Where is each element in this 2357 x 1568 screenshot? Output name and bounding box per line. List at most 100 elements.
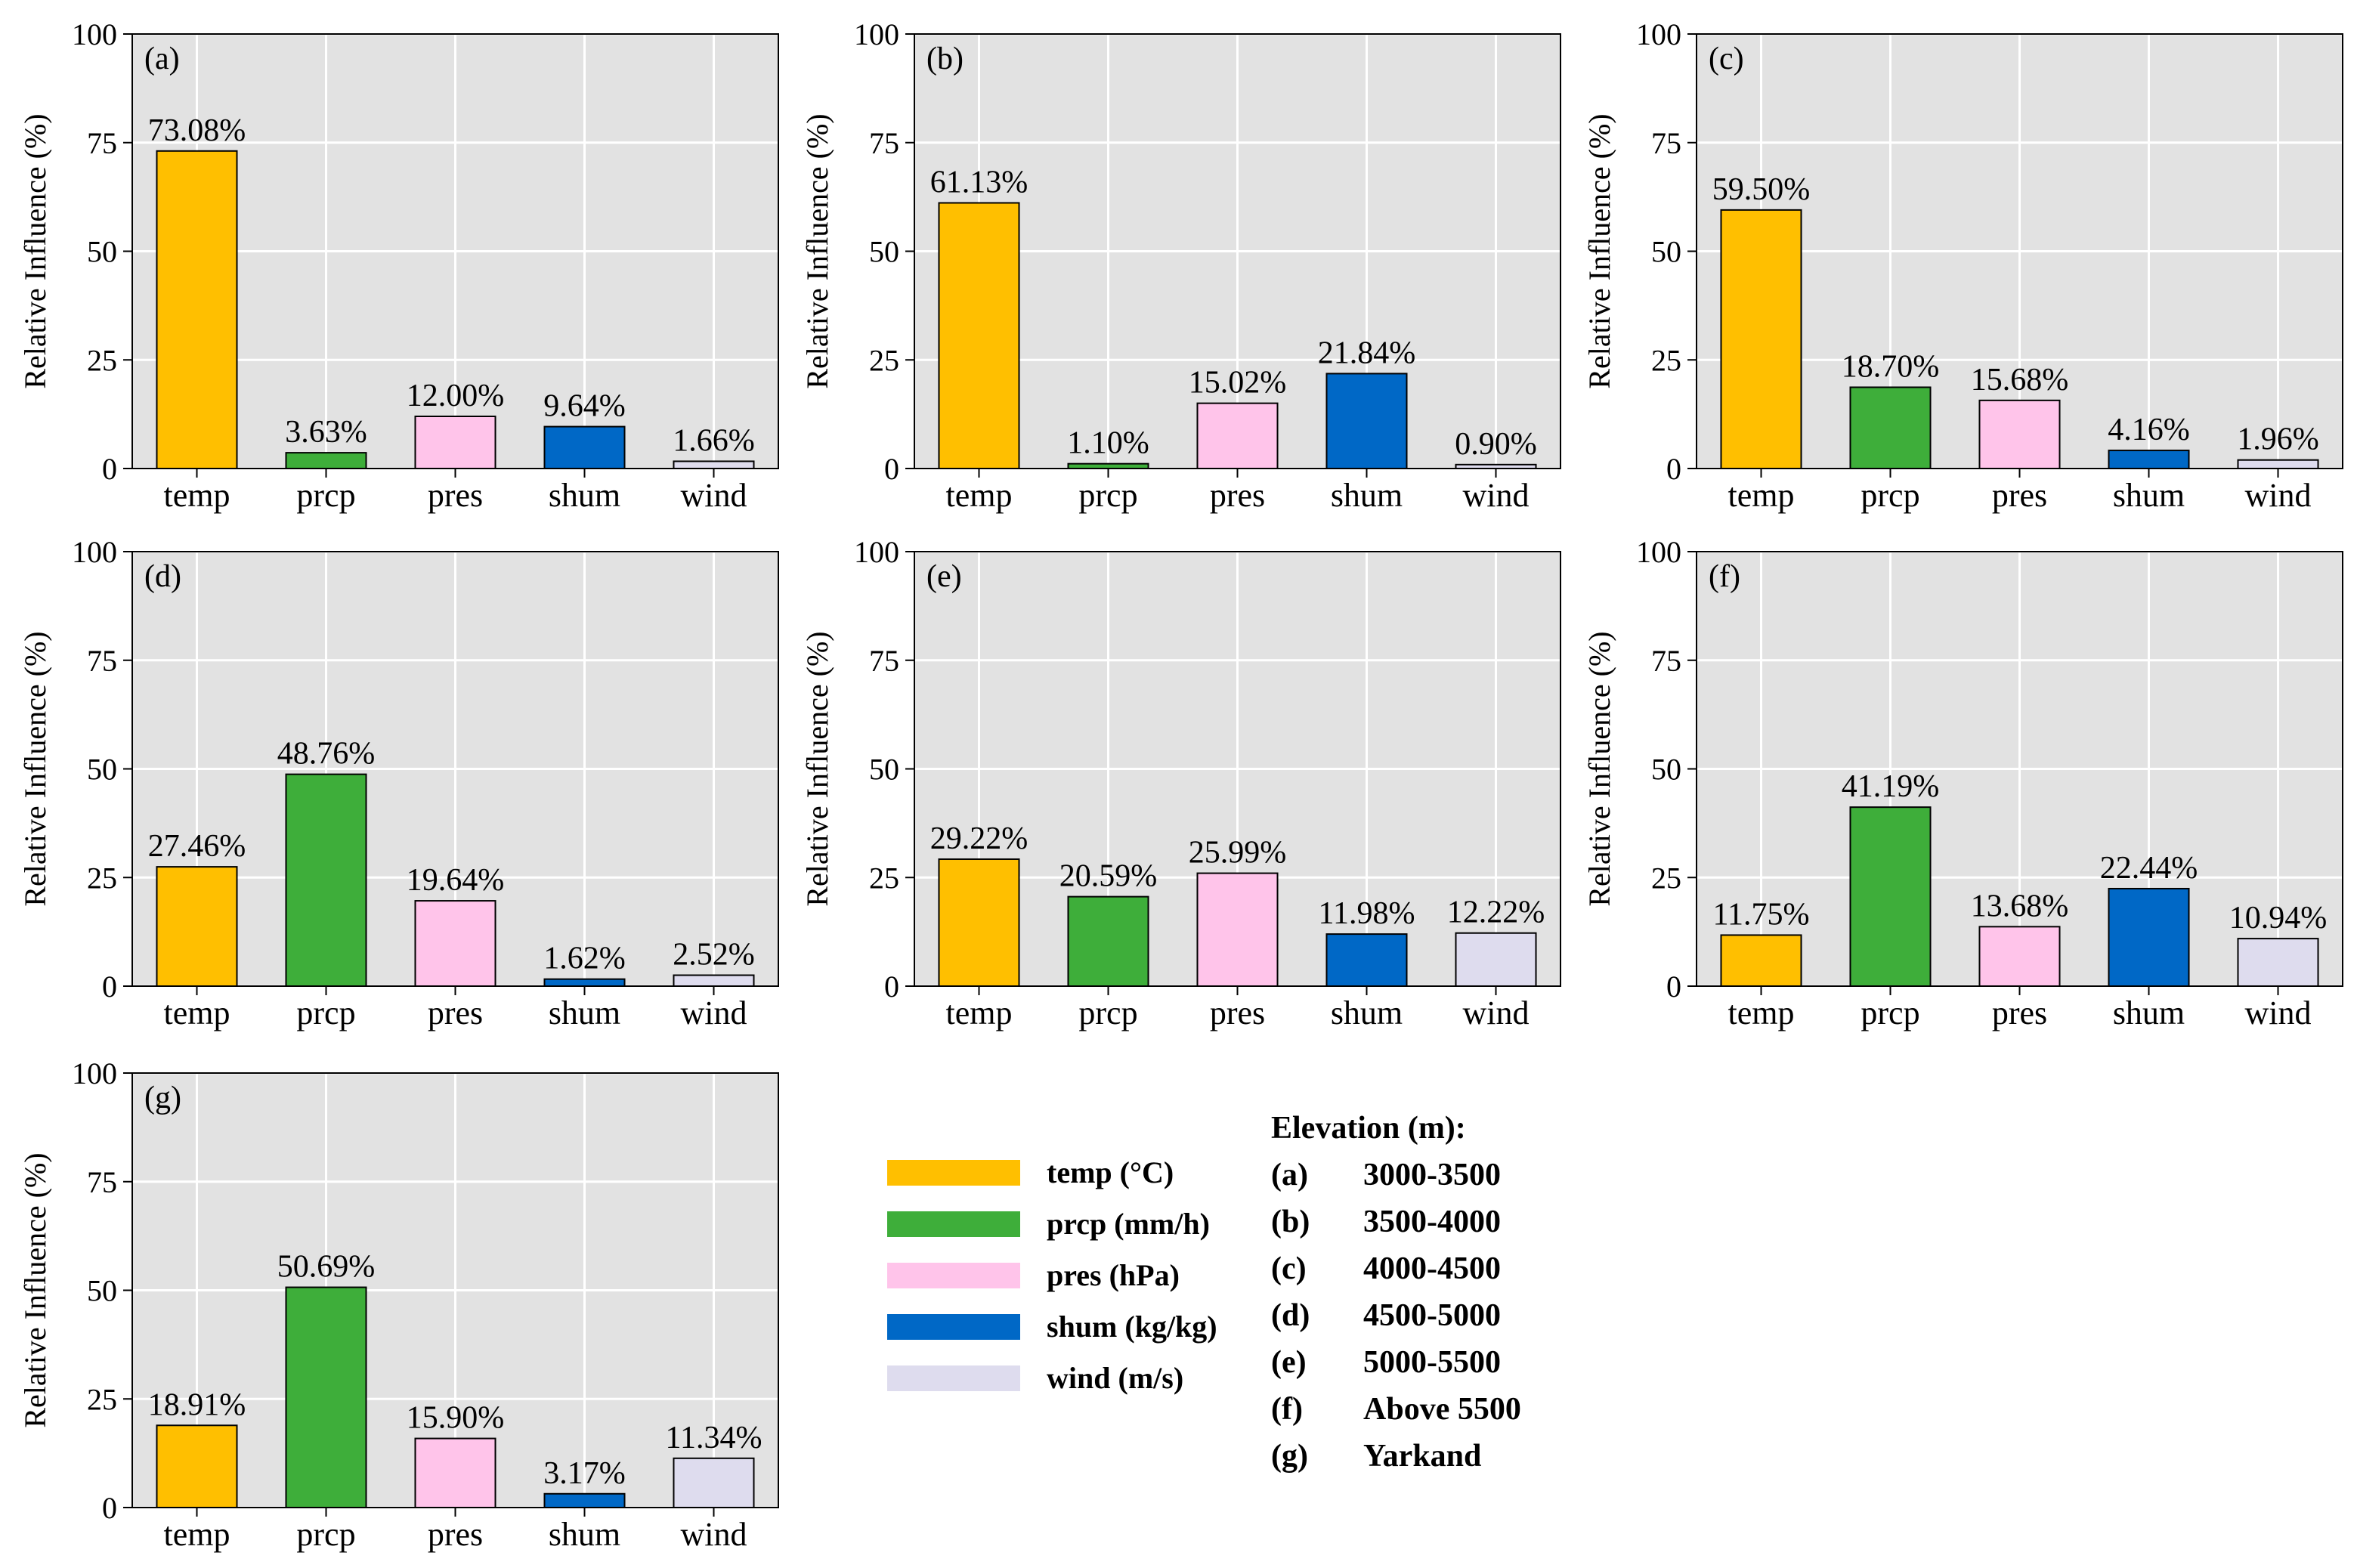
chart-panel-e: 0 25 50 75 100 temp prcp pres shum wind 29.22% 20.5… xyxy=(800,535,1561,1031)
bar-shum xyxy=(2108,887,2190,987)
elevation-range: 3000-3500 xyxy=(1363,1158,1501,1192)
chart-panel-g: 0 25 50 75 100 temp prcp pres shum wind 18.91% 50.6… xyxy=(18,1056,779,1553)
chart-panel-c: 0 25 50 75 100 temp prcp pres shum wind 59.50% 18.7… xyxy=(1582,17,2343,514)
chart-panel-a: 0 25 50 75 100 temp prcp pres shum wind 73.08% 3.63… xyxy=(18,17,779,514)
y-axis-label: Relative Influence (%) xyxy=(1582,113,1616,388)
elevation-range: 3500-4000 xyxy=(1363,1205,1501,1239)
x-tick-label: prcp xyxy=(296,1516,355,1553)
data-label-prcp: 18.70% xyxy=(1842,349,1940,384)
y-tick-label: 100 xyxy=(854,17,899,51)
bar-shum xyxy=(543,425,626,470)
data-label-shum: 21.84% xyxy=(1318,336,1416,370)
y-tick-label: 0 xyxy=(1666,970,1681,1004)
bar-pres xyxy=(414,900,496,987)
x-tick-label: temp xyxy=(946,477,1013,514)
elevation-code: (g) xyxy=(1271,1439,1308,1474)
axes-frame xyxy=(914,33,1561,469)
x-tick-label: shum xyxy=(549,1516,620,1553)
x-tick-label: prcp xyxy=(1861,477,1919,514)
panel-label: (c) xyxy=(1709,42,1744,76)
y-tick-label: 25 xyxy=(87,343,117,377)
y-tick-label: 100 xyxy=(72,1056,117,1090)
bar-shum xyxy=(543,978,626,988)
data-label-prcp: 48.76% xyxy=(277,737,376,772)
data-label-temp: 27.46% xyxy=(148,829,246,864)
bar-wind xyxy=(2237,938,2319,987)
data-label-wind: 11.34% xyxy=(666,1421,762,1455)
elevation-code: (e) xyxy=(1271,1345,1307,1380)
y-tick-label: 25 xyxy=(87,861,117,895)
legend-swatch-shum xyxy=(887,1314,1020,1340)
x-tick-label: prcp xyxy=(1861,994,1919,1031)
data-label-temp: 11.75% xyxy=(1713,897,1810,932)
elevation-code: (f) xyxy=(1271,1392,1303,1427)
axes-frame xyxy=(1696,33,2343,469)
bar-shum xyxy=(2108,450,2190,470)
bar-pres xyxy=(1978,926,2061,987)
y-tick-label: 75 xyxy=(87,1165,117,1199)
x-tick-label: pres xyxy=(1992,477,2047,514)
axes-frame xyxy=(914,551,1561,987)
bar-wind xyxy=(673,1457,755,1509)
bar-shum xyxy=(1325,933,1408,987)
bar-shum xyxy=(1325,373,1408,470)
y-tick-label: 50 xyxy=(87,753,117,787)
bar-wind xyxy=(2237,459,2319,469)
x-tick-label: temp xyxy=(946,994,1013,1031)
x-tick-label: temp xyxy=(164,994,230,1031)
legend: temp (°C) prcp (mm/h) pres (hPa) shum (k… xyxy=(884,1107,1942,1500)
axes-frame xyxy=(1696,551,2343,987)
x-tick-label: shum xyxy=(2113,994,2185,1031)
bar-temp xyxy=(938,202,1020,469)
bar-pres xyxy=(1196,402,1279,470)
legend-swatch-wind xyxy=(887,1365,1020,1391)
bar-prcp xyxy=(285,452,367,470)
x-tick-label: temp xyxy=(1728,994,1795,1031)
data-label-temp: 29.22% xyxy=(930,821,1028,856)
x-tick-label: shum xyxy=(1331,994,1403,1031)
legend-label-pres: pres (hPa) xyxy=(1047,1258,1180,1292)
data-label-prcp: 1.10% xyxy=(1067,426,1149,461)
data-label-temp: 61.13% xyxy=(930,165,1028,200)
bar-wind xyxy=(673,974,755,988)
x-tick-label: pres xyxy=(428,994,483,1031)
bar-temp xyxy=(156,1424,238,1508)
x-tick-label: shum xyxy=(549,477,620,514)
y-tick-label: 75 xyxy=(1651,644,1681,678)
y-tick-label: 0 xyxy=(884,452,899,486)
y-axis-label: Relative Influence (%) xyxy=(18,113,52,388)
data-label-wind: 12.22% xyxy=(1447,895,1545,930)
y-tick-label: 75 xyxy=(87,126,117,160)
bar-temp xyxy=(1720,209,1802,469)
y-tick-label: 0 xyxy=(102,452,117,486)
bar-prcp xyxy=(1849,806,1932,987)
bar-pres xyxy=(1196,872,1279,987)
bar-prcp xyxy=(285,1286,367,1508)
y-tick-label: 0 xyxy=(102,1491,117,1525)
y-axis-label: Relative Influence (%) xyxy=(800,631,834,906)
y-tick-label: 0 xyxy=(884,970,899,1004)
y-tick-label: 50 xyxy=(869,753,899,787)
x-tick-label: pres xyxy=(1992,994,2047,1031)
data-label-wind: 0.90% xyxy=(1455,427,1537,462)
legend-label-wind: wind (m/s) xyxy=(1047,1361,1184,1395)
y-tick-label: 75 xyxy=(1651,126,1681,160)
y-tick-label: 75 xyxy=(869,644,899,678)
bar-pres xyxy=(414,416,496,469)
y-tick-label: 50 xyxy=(1651,753,1681,787)
y-tick-label: 100 xyxy=(1636,17,1681,51)
panel-label: (b) xyxy=(926,42,964,76)
x-tick-label: prcp xyxy=(1078,994,1137,1031)
data-label-prcp: 3.63% xyxy=(285,415,367,450)
legend-label-temp: temp (°C) xyxy=(1047,1155,1174,1189)
axes-frame xyxy=(131,551,779,987)
y-tick-label: 0 xyxy=(102,970,117,1004)
elevation-range: 4000-4500 xyxy=(1363,1251,1501,1286)
data-label-pres: 15.68% xyxy=(1971,363,2069,397)
data-label-wind: 10.94% xyxy=(2229,901,2328,936)
data-label-pres: 15.02% xyxy=(1189,366,1287,401)
y-tick-label: 25 xyxy=(1651,343,1681,377)
y-tick-label: 25 xyxy=(869,343,899,377)
x-tick-label: shum xyxy=(549,994,620,1031)
data-label-pres: 19.64% xyxy=(407,863,505,898)
